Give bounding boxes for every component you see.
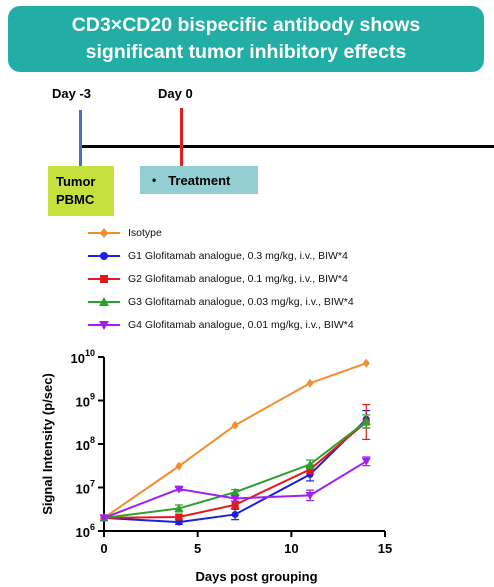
legend-label: G3 Glofitamab analogue, 0.03 mg/kg, i.v.… [128,295,354,308]
legend-swatch [88,251,120,260]
data-point [361,416,371,425]
legend-swatch [88,227,120,238]
y-axis-label: Signal Intensity (p/sec) [40,373,55,515]
x-tick-label: 0 [100,541,107,556]
chart-legend: Isotype G1 Glofitamab analogue, 0.3 mg/kg… [86,221,354,336]
series [99,414,371,522]
data-point [231,510,239,518]
legend-marker [100,227,108,238]
x-tick-label: 15 [378,541,392,556]
legend-marker [100,251,108,260]
treatment-box: • Treatment [140,166,258,194]
legend-item: G3 Glofitamab analogue, 0.03 mg/kg, i.v.… [86,290,354,313]
data-point [175,461,183,471]
y-tick-label: 109 [76,392,95,410]
day-0-label: Day 0 [158,86,193,101]
x-axis-label: Days post grouping [195,569,317,584]
treatment-bullet: • [152,173,157,187]
title-banner: CD3×CD20 bispecific antibody shows signi… [8,6,484,72]
signal-intensity-chart: 0 5 10 15 106 107 108 109 1010 Signal Intensity (… [40,348,392,584]
day-minus3-marker [79,110,82,168]
data-point [99,514,109,523]
legend-swatch [88,296,120,306]
legend-label: G2 Glofitamab analogue, 0.1 mg/kg, i.v.,… [128,272,348,285]
legend-item: G2 Glofitamab analogue, 0.1 mg/kg, i.v.,… [86,267,354,290]
data-point [174,485,184,494]
data-point [305,459,315,468]
data-point [231,501,239,509]
day-0-marker [180,108,183,166]
y-tick-label: 1010 [71,348,95,366]
tumor-label: Tumor [56,174,96,189]
data-point [362,358,370,368]
x-tick-label: 10 [284,541,298,556]
title-line-1: CD3×CD20 bispecific antibody shows [71,14,421,36]
legend-item: Isotype [86,221,354,244]
legend-marker [99,320,109,330]
data-point [306,378,314,388]
day-minus3-label: Day -3 [52,86,92,101]
y-tick-label: 107 [76,479,95,497]
legend-item: G1 Glofitamab analogue, 0.3 mg/kg, i.v.,… [86,244,354,267]
title-line-2: significant tumor inhibitory effects [85,41,407,63]
treatment-label: Treatment [168,172,231,188]
legend-swatch [88,274,120,283]
data-point [306,465,314,473]
data-point [174,503,184,512]
series [99,456,371,523]
data-point [361,457,371,466]
data-point [231,420,239,430]
y-tick-label: 106 [76,522,95,540]
data-point [175,513,183,521]
data-point [230,487,240,496]
tumor-pbmc-box: Tumor PBMC [48,166,114,216]
legend-marker [100,274,108,283]
legend-label: G4 Glofitamab analogue, 0.01 mg/kg, i.v.… [128,318,354,331]
timeline-axis [82,145,494,148]
legend-swatch [88,320,120,330]
data-point [305,491,315,500]
pbmc-label: PBMC [56,192,95,207]
y-tick-label: 108 [76,435,95,453]
legend-label: G1 Glofitamab analogue, 0.3 mg/kg, i.v.,… [128,249,348,262]
legend-label: Isotype [128,226,162,239]
x-tick-label: 5 [194,541,201,556]
data-point [230,494,240,503]
legend-marker [99,296,109,306]
legend-item: G4 Glofitamab analogue, 0.01 mg/kg, i.v.… [86,313,354,336]
